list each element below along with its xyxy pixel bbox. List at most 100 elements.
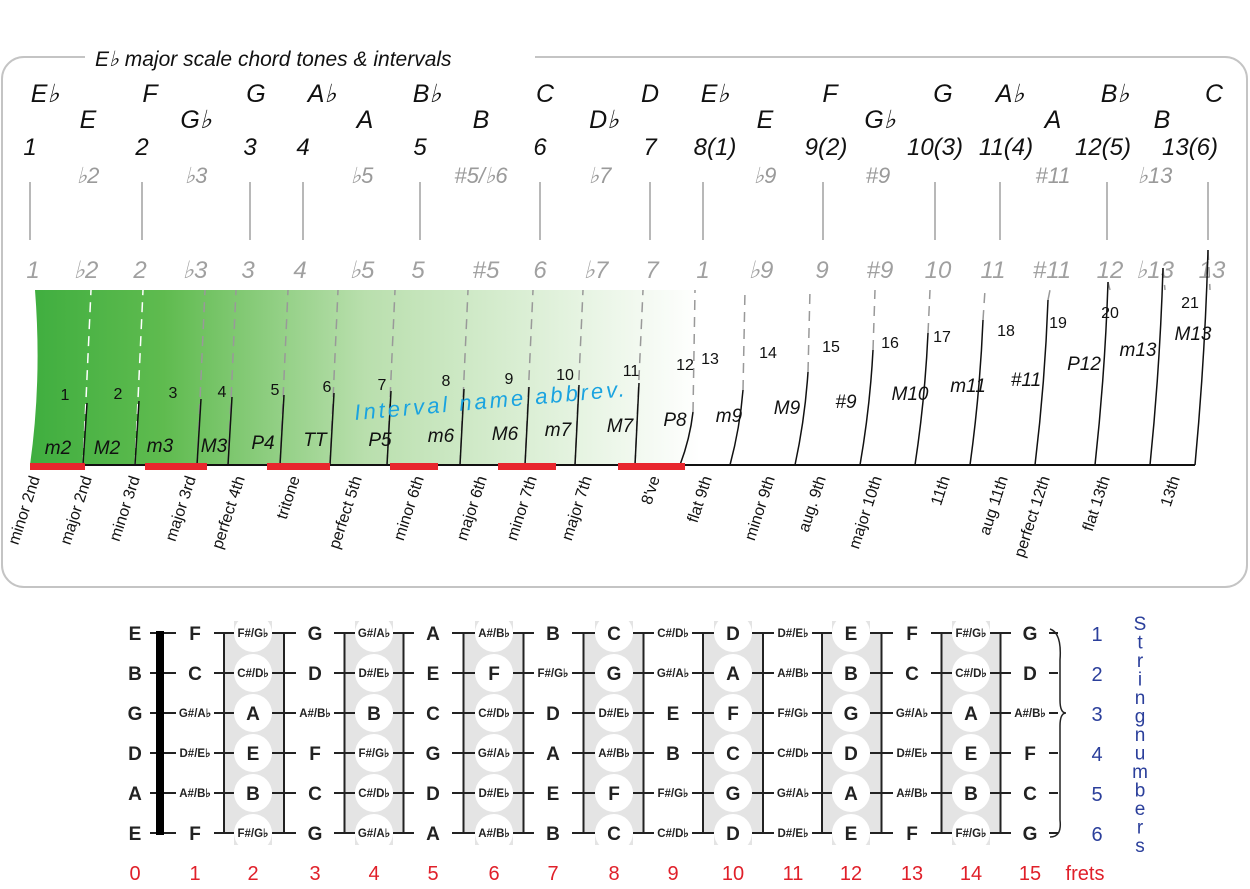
- note-bg: [414, 621, 452, 645]
- fret-note: B: [546, 624, 560, 645]
- note-name: E♭: [31, 80, 60, 108]
- interval-divider: [914, 332, 929, 466]
- note-bg: [296, 661, 334, 685]
- fret-note: E: [247, 744, 260, 765]
- note-circle: [832, 734, 870, 772]
- red-interval-marker: [390, 463, 438, 470]
- fret-note-enharmonic: C#/D♭: [955, 668, 987, 680]
- fret-note-enharmonic: A#/B♭: [478, 828, 510, 840]
- note-circle: [234, 734, 272, 772]
- note-circle: [714, 774, 752, 812]
- interval-abbrev: #9: [835, 392, 857, 413]
- fret-note-enharmonic: F#/G♭: [538, 668, 569, 680]
- note-circle: [952, 694, 990, 732]
- interval-divider: [1194, 249, 1209, 466]
- semitone-number: 15: [822, 339, 840, 356]
- fret-note: F: [608, 784, 620, 805]
- note-bg: [1011, 621, 1049, 645]
- fret-note-enharmonic: D#/E♭: [180, 748, 211, 760]
- string-numbers-letter: g: [1135, 707, 1146, 728]
- semitone-divider: [524, 289, 534, 466]
- note-circle: [595, 814, 633, 852]
- semitone-number: 7: [378, 377, 387, 394]
- semitone-divider: [982, 289, 986, 321]
- interval-full-name: perfect 4th: [209, 474, 249, 551]
- fret-note: A: [546, 744, 560, 765]
- fret-note: G: [726, 784, 741, 805]
- note-bg: [774, 621, 812, 645]
- note-circle: [475, 774, 513, 812]
- fret-note-enharmonic: D#/E♭: [778, 828, 809, 840]
- fret-note: C: [426, 704, 440, 725]
- interval-divider: [459, 388, 465, 466]
- fret-note-enharmonic: G#/A♭: [896, 708, 928, 720]
- interval-full-name: major 7th: [559, 474, 596, 543]
- interval-abbrev: m6: [428, 426, 455, 447]
- semitone-number: 20: [1101, 305, 1119, 322]
- note-circle: [595, 614, 633, 652]
- fret-note: G: [128, 704, 143, 725]
- fret-number: 12: [840, 863, 862, 885]
- note-circle: [234, 654, 272, 692]
- fret-note: E: [845, 824, 858, 845]
- fret-note-enharmonic: F#/G♭: [778, 708, 809, 720]
- note-bg: [414, 821, 452, 845]
- string-number: 2: [1091, 664, 1102, 686]
- semitone-divider: [196, 289, 206, 466]
- string-numbers-letter: n: [1135, 725, 1146, 746]
- note-name: E: [757, 106, 774, 134]
- note-name: D♭: [589, 106, 619, 134]
- note-bg: [296, 701, 334, 725]
- fret-note: E: [129, 824, 142, 845]
- fret-number: 7: [547, 863, 558, 885]
- interval-abbrev: m3: [147, 436, 174, 457]
- note-name: B: [473, 106, 490, 134]
- fret-note-enharmonic: G#/A♭: [478, 748, 510, 760]
- fret-note-enharmonic: C#/D♭: [657, 628, 689, 640]
- note-bg: [296, 621, 334, 645]
- semitone-number: 11: [623, 363, 640, 380]
- note-circle: [952, 614, 990, 652]
- fret-number: 15: [1019, 863, 1041, 885]
- semitone-number: 8: [442, 373, 451, 390]
- altered-degree: #11: [1035, 163, 1070, 188]
- degree-row-label: 1: [696, 257, 709, 284]
- fret-note-enharmonic: C#/D♭: [358, 788, 390, 800]
- fret-note: C: [1023, 784, 1037, 805]
- degree-row-label: 5: [411, 257, 425, 284]
- note-name: E: [80, 106, 97, 134]
- interval-full-name: aug 11th: [977, 474, 1012, 537]
- fret-number: 14: [960, 863, 982, 885]
- note-name: F: [822, 80, 839, 108]
- interval-abbrev: M9: [774, 398, 801, 419]
- fret-note: G: [426, 744, 441, 765]
- note-bg: [414, 701, 452, 725]
- fret-number: 5: [427, 863, 438, 885]
- fret-note: B: [367, 704, 381, 725]
- fret-note: B: [128, 664, 142, 685]
- fret-note-enharmonic: A#/B♭: [1014, 708, 1046, 720]
- fret-note: B: [246, 784, 260, 805]
- fret-note-enharmonic: C#/D♭: [478, 708, 510, 720]
- fret-number: 13: [901, 863, 923, 885]
- degree-row-label: 12: [1097, 257, 1124, 284]
- fret-note: D: [308, 664, 322, 685]
- fret-note: D: [426, 784, 440, 805]
- string-numbers-letter: i: [1138, 670, 1142, 691]
- note-bg: [654, 781, 692, 805]
- interval-full-name: major 2nd: [58, 474, 96, 547]
- semitone-divider: [927, 289, 931, 334]
- interval-divider: [386, 390, 392, 466]
- fret-note: B: [546, 824, 560, 845]
- interval-abbrev: M10: [892, 384, 929, 405]
- note-name: B♭: [1101, 80, 1130, 108]
- interval-abbrev: P12: [1067, 354, 1101, 375]
- interval-abbrev: m13: [1120, 340, 1157, 361]
- fret-note-enharmonic: C#/D♭: [237, 668, 269, 680]
- note-circle: [475, 814, 513, 852]
- semitone-divider: [1047, 289, 1051, 301]
- note-name: G: [933, 80, 952, 108]
- fret-note-enharmonic: F#/G♭: [238, 628, 269, 640]
- note-bg: [534, 741, 572, 765]
- fret-note: E: [547, 784, 560, 805]
